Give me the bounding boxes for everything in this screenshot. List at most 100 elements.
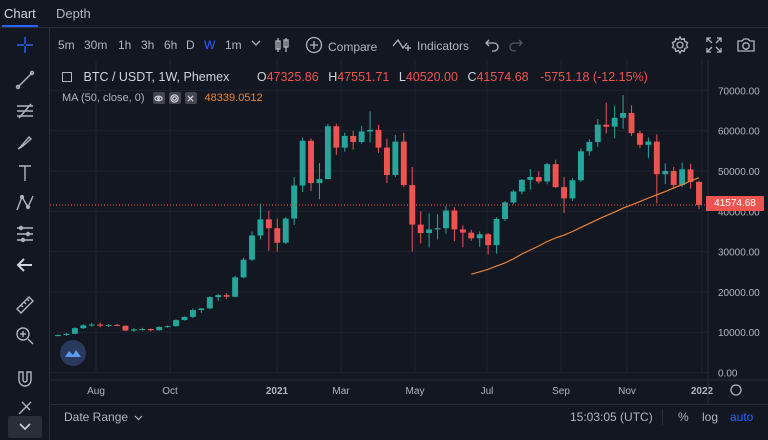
log-toggle[interactable]: log xyxy=(702,410,719,424)
candle-body xyxy=(653,141,660,175)
gear-icon[interactable] xyxy=(168,92,181,104)
symbol-title: BTC / USDT, 1W, Phemex xyxy=(83,70,230,84)
candle-body xyxy=(670,171,677,186)
candle-body xyxy=(544,164,551,182)
close-label: C xyxy=(467,70,477,84)
chart-type-button[interactable] xyxy=(274,36,290,54)
tab-depth[interactable]: Depth xyxy=(56,6,91,21)
date-range-button[interactable]: Date Range xyxy=(64,410,143,424)
magnet-icon[interactable] xyxy=(12,366,38,392)
pattern-icon[interactable] xyxy=(12,190,38,216)
open-value: 47325.86 xyxy=(266,70,319,84)
high-value: 47551.71 xyxy=(337,70,390,84)
candle-body xyxy=(156,326,163,331)
indicators-button[interactable]: Indicators xyxy=(392,36,469,55)
candle-body xyxy=(341,135,348,148)
auto-toggle[interactable]: auto xyxy=(730,410,754,424)
ma-line xyxy=(471,177,700,275)
redo-icon xyxy=(509,39,523,52)
crosshair-icon[interactable] xyxy=(12,32,38,58)
candle-body xyxy=(645,141,652,145)
current-price-label: 41574.68 xyxy=(706,196,764,211)
back-arrow-icon[interactable] xyxy=(12,252,38,278)
x-tick-label: 2022 xyxy=(691,386,714,397)
price-chart[interactable]: 70000.00 60000.00 50000.00 40000.00 30000.00… xyxy=(50,60,768,404)
candle-body xyxy=(594,124,601,142)
candle-body xyxy=(358,131,365,142)
zoom-in-icon[interactable] xyxy=(12,323,38,349)
candle-body xyxy=(223,295,230,297)
percent-toggle[interactable]: % xyxy=(678,410,689,424)
axis-settings-icon xyxy=(730,384,742,396)
candle-body xyxy=(383,147,390,176)
candle-body xyxy=(510,191,517,203)
timeframe-1m[interactable]: 1m xyxy=(225,38,242,52)
lock-icon[interactable] xyxy=(12,394,38,420)
candle-body xyxy=(105,324,112,326)
timeframe-30m[interactable]: 30m xyxy=(84,38,108,52)
separator xyxy=(662,409,663,425)
candle-body xyxy=(552,164,559,188)
timeframe-w[interactable]: W xyxy=(204,38,216,52)
candle-body xyxy=(147,328,154,331)
x-tick-label: May xyxy=(406,386,425,397)
y-tick-label: 50000.00 xyxy=(718,167,760,178)
candle-body xyxy=(181,316,188,321)
candle-body xyxy=(603,124,610,127)
candle-body xyxy=(139,328,146,330)
candle-body xyxy=(215,295,222,298)
timeframe-5m[interactable]: 5m xyxy=(58,38,75,52)
candle-body xyxy=(392,141,399,176)
chevron-down-icon xyxy=(19,423,31,431)
candle-body xyxy=(55,335,61,337)
candle-body xyxy=(586,141,593,152)
candle-body xyxy=(434,228,441,230)
eye-icon[interactable] xyxy=(152,92,165,104)
timeframe-d[interactable]: D xyxy=(186,38,195,52)
candle-body xyxy=(417,224,424,234)
candle-body xyxy=(468,232,475,239)
candle-body xyxy=(130,329,137,331)
trend-line-icon[interactable] xyxy=(12,67,38,93)
redo-button[interactable] xyxy=(508,38,524,52)
timeframe-1h[interactable]: 1h xyxy=(118,38,132,52)
candle-body xyxy=(206,297,213,309)
undo-button[interactable] xyxy=(484,38,500,52)
candle-body xyxy=(611,117,618,127)
timeframe-dropdown[interactable] xyxy=(251,40,261,47)
compare-button[interactable]: Compare xyxy=(305,36,377,57)
screenshot-button[interactable] xyxy=(736,36,756,54)
collapse-toolbar-button[interactable] xyxy=(8,416,42,438)
fullscreen-button[interactable] xyxy=(705,36,723,54)
close-icon[interactable] xyxy=(184,92,197,104)
candle-body xyxy=(628,112,635,134)
fib-icon[interactable] xyxy=(12,98,38,124)
candle-body xyxy=(122,325,129,331)
ruler-icon[interactable] xyxy=(12,292,38,318)
candle-body xyxy=(291,185,298,219)
candle-body xyxy=(687,169,694,182)
measure-icon[interactable] xyxy=(12,221,38,247)
candle-body xyxy=(662,171,669,175)
y-tick-label: 0.00 xyxy=(718,369,738,380)
candle-body xyxy=(324,126,331,180)
candle-body xyxy=(502,202,508,219)
low-label: L xyxy=(398,70,406,84)
candle-body xyxy=(637,133,643,145)
settings-button[interactable] xyxy=(670,35,690,55)
candle-body xyxy=(249,235,255,260)
legend-collapse-icon[interactable] xyxy=(62,72,72,82)
candle-body xyxy=(164,326,171,328)
indicators-icon xyxy=(392,36,412,55)
candle-body xyxy=(80,325,87,329)
ma-value: 48339.0512 xyxy=(204,92,263,104)
timeframe-6h[interactable]: 6h xyxy=(164,38,178,52)
candle-body xyxy=(282,218,289,243)
text-icon[interactable] xyxy=(12,160,38,186)
chart-tabs: Chart Depth xyxy=(0,0,768,28)
brush-icon[interactable] xyxy=(12,129,38,155)
utc-clock[interactable]: 15:03:05 (UTC) xyxy=(570,410,653,424)
tab-chart[interactable]: Chart xyxy=(4,6,36,21)
candle-body xyxy=(459,229,466,233)
timeframe-3h[interactable]: 3h xyxy=(141,38,155,52)
